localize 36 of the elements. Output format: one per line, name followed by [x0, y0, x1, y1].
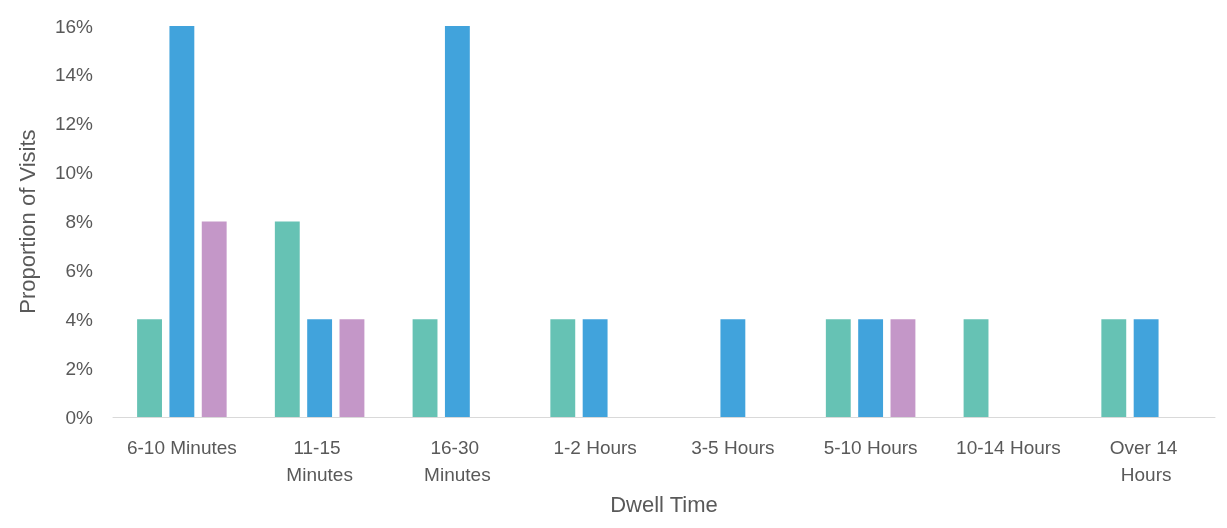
bar [890, 319, 916, 418]
bar [582, 319, 608, 418]
y-tick-label: 8% [65, 211, 94, 233]
bar [339, 319, 365, 418]
x-tick-label: Over 14 Hours [1109, 437, 1183, 486]
bar [444, 26, 470, 418]
x-tick-label: 16-30 Minutes [424, 437, 491, 486]
y-tick-label: 12% [54, 113, 94, 135]
x-tick-label: 1-2 Hours [553, 437, 637, 459]
x-axis-title: Dwell Time [610, 491, 718, 517]
x-tick-label: 11-15 Minutes [286, 437, 353, 486]
y-tick-label: 4% [65, 308, 94, 330]
bar [825, 319, 851, 418]
x-tick-label: 10-14 Hours [956, 437, 1061, 459]
y-tick-label: 16% [54, 15, 94, 37]
bar [137, 319, 162, 418]
y-tick-label: 14% [54, 64, 94, 86]
x-tick-label: 6-10 Minutes [126, 437, 237, 459]
bar [858, 319, 884, 418]
bar [1133, 319, 1159, 418]
bar [274, 221, 300, 418]
bar [720, 319, 746, 418]
bar [1101, 319, 1127, 418]
y-tick-label: 2% [65, 357, 94, 379]
x-tick-label: 3-5 Hours [691, 437, 775, 459]
bar [307, 319, 333, 418]
bar [169, 26, 195, 418]
bar [550, 319, 576, 418]
x-tick-label: 5-10 Hours [823, 437, 918, 459]
y-tick-label: 6% [65, 259, 94, 281]
bar [963, 319, 989, 418]
y-axis-title: Proportion of Visits [14, 129, 40, 314]
bar [201, 221, 227, 418]
y-tick-label: 10% [54, 162, 94, 184]
bar [412, 319, 438, 418]
y-tick-label: 0% [65, 406, 94, 428]
